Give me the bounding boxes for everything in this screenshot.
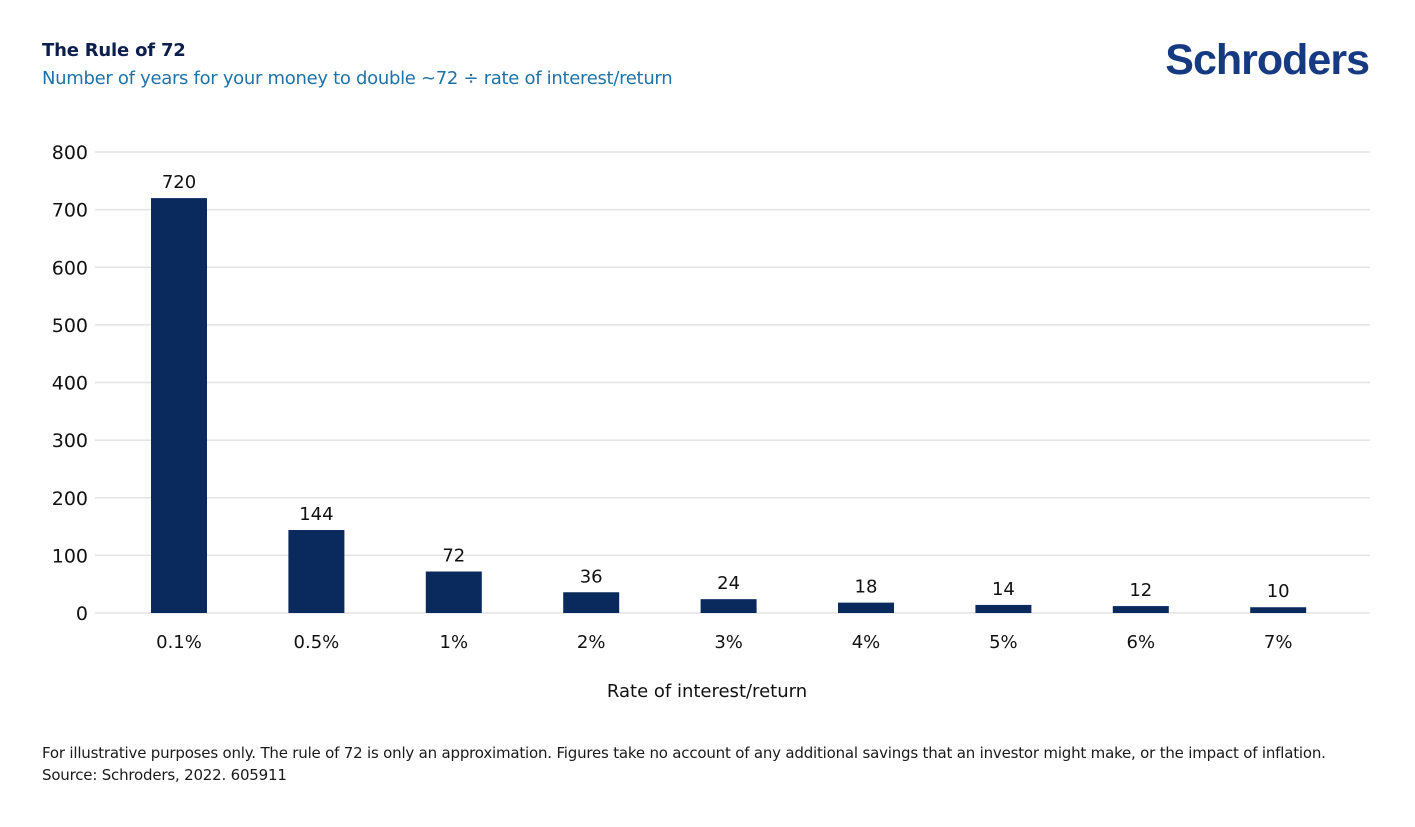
y-tick-label: 400 (52, 373, 88, 395)
bar (563, 592, 620, 613)
y-tick-label: 700 (52, 200, 88, 222)
x-tick-label: 3% (714, 632, 743, 653)
x-axis-ticks: 0.1% 0.5% 1% 2% 3% 4% 5% 6% 7% (156, 632, 1292, 653)
data-label: 12 (1129, 580, 1152, 601)
y-tick-label: 500 (52, 315, 88, 337)
x-tick-label: 7% (1264, 632, 1293, 653)
bar (425, 571, 482, 613)
gridlines (95, 151, 1370, 614)
y-tick-label: 200 (52, 488, 88, 510)
data-label: 24 (717, 573, 740, 594)
x-tick-label: 2% (577, 632, 606, 653)
x-tick-label: 1% (440, 632, 469, 653)
y-tick-label: 100 (52, 545, 88, 567)
bar (1250, 607, 1307, 613)
bar (975, 604, 1032, 613)
bar (700, 599, 757, 613)
bar-chart: 0 100 200 300 400 500 600 700 800 720 144 72 36 24 18… (52, 142, 1370, 702)
bar (288, 530, 345, 613)
bar (1112, 606, 1169, 613)
x-tick-label: 5% (989, 632, 1018, 653)
chart-title: The Rule of 72 (42, 40, 186, 61)
data-label: 72 (442, 546, 465, 567)
x-tick-label: 6% (1127, 632, 1156, 653)
schroders-logo: Schroders (1165, 36, 1370, 84)
y-tick-label: 300 (52, 430, 88, 452)
data-label: 10 (1267, 581, 1290, 602)
chart-subtitle: Number of years for your money to double… (42, 68, 673, 89)
bar (838, 602, 894, 613)
x-axis-title: Rate of interest/return (607, 681, 807, 702)
y-tick-label: 0 (76, 603, 88, 625)
data-label: 144 (299, 504, 333, 525)
data-labels: 720 144 72 36 24 18 14 12 10 (162, 172, 1290, 602)
x-tick-label: 0.1% (156, 632, 202, 653)
y-axis-ticks: 0 100 200 300 400 500 600 700 800 (52, 142, 88, 625)
footnote: For illustrative purposes only. The rule… (42, 744, 1326, 784)
data-label: 18 (855, 577, 878, 598)
data-label: 36 (580, 566, 603, 587)
x-tick-label: 0.5% (294, 632, 340, 653)
data-label: 14 (992, 579, 1015, 600)
bars (151, 198, 1307, 613)
bar (151, 198, 207, 613)
data-label: 720 (162, 172, 196, 193)
y-tick-label: 800 (52, 142, 88, 164)
x-tick-label: 4% (852, 632, 881, 653)
y-tick-label: 600 (52, 257, 88, 279)
